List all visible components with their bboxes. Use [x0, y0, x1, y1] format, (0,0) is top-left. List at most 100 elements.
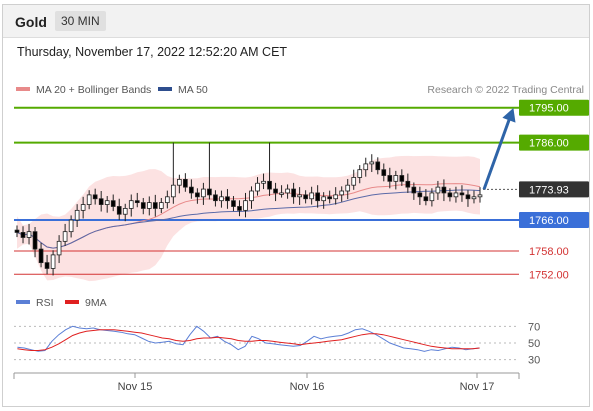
candle [459, 185, 465, 202]
candle-body [80, 204, 86, 211]
candle [110, 194, 116, 212]
candle [158, 197, 164, 214]
level-label-text: 1786.00 [529, 138, 569, 150]
candle [128, 194, 134, 217]
rsi-level-label: 70 [528, 321, 540, 333]
candle [134, 192, 140, 208]
candle-body [363, 163, 369, 171]
candle [98, 191, 104, 212]
candle-body [393, 175, 399, 182]
candle-body [267, 180, 272, 190]
candle-body [38, 248, 44, 264]
candle-body [225, 196, 230, 202]
candle [267, 142, 272, 197]
candle-body [423, 196, 429, 202]
candle [357, 165, 363, 184]
candle [249, 186, 254, 209]
candle-body [128, 200, 134, 209]
candle [68, 215, 74, 238]
timeframe-badge[interactable]: 30 MIN [55, 11, 106, 31]
ma50-legend-label: MA 50 [178, 84, 208, 96]
candle-body [177, 178, 182, 186]
candle [345, 178, 351, 200]
candle-body [399, 175, 405, 182]
x-tick-label: Nov 15 [118, 381, 153, 393]
candle-body [32, 231, 38, 250]
candle-body [116, 206, 122, 215]
candle [86, 190, 92, 210]
x-axis-ticks: Nov 15 Nov 16 Nov 17 [118, 373, 494, 393]
level-label-box [519, 181, 589, 198]
candle [405, 173, 411, 193]
candle-body [255, 182, 260, 192]
candle-body [369, 161, 375, 165]
candle [80, 196, 86, 219]
candle [201, 182, 206, 205]
candle-body [20, 232, 26, 238]
candle [213, 190, 218, 207]
candle-body [417, 192, 423, 198]
candle [32, 227, 38, 258]
candle [321, 192, 326, 209]
candle [225, 189, 230, 209]
candle-body [201, 188, 206, 198]
candle-body [98, 198, 104, 205]
candle-body [459, 192, 465, 196]
candle-body [183, 178, 188, 188]
candle-body [471, 196, 477, 200]
candle-body [146, 202, 152, 209]
candle-body [285, 188, 290, 194]
candle [171, 142, 176, 204]
rsi-legend-label: RSI [36, 297, 54, 309]
candle-body [465, 194, 471, 200]
candle-body [279, 192, 284, 195]
projection-arrow-line [482, 111, 514, 190]
candle-body [453, 192, 459, 198]
rsi-level-label: 30 [528, 355, 540, 367]
candle [243, 192, 248, 218]
candle-body [375, 161, 381, 171]
candle-body [303, 194, 308, 200]
candle-body [92, 194, 98, 200]
candle [333, 187, 339, 205]
candle-body [171, 184, 176, 198]
level-label-box [519, 212, 589, 229]
candle-body [249, 190, 254, 202]
candle-body [387, 175, 393, 182]
candle-body [405, 180, 411, 188]
candle [74, 204, 80, 228]
candle [435, 180, 441, 200]
candle-body [357, 169, 363, 178]
candle [177, 174, 182, 194]
candle [429, 188, 435, 207]
candle-body [62, 231, 68, 242]
candle-body [134, 200, 140, 204]
candle [411, 182, 417, 200]
candle-body [477, 194, 483, 198]
candle [363, 157, 369, 177]
rsi-ma-legend-swatch [65, 300, 79, 304]
candle [26, 223, 32, 245]
candle [14, 225, 20, 238]
candle [207, 142, 212, 200]
candle [285, 184, 290, 199]
bollinger-band [17, 155, 480, 282]
candle [393, 170, 399, 190]
candle-body [110, 200, 116, 207]
rsi-layer: 70 50 30 [14, 321, 540, 367]
rsi-level-label: 50 [528, 338, 540, 350]
candle-body [213, 194, 218, 202]
candle-body [351, 177, 357, 186]
candle-body [291, 188, 296, 198]
x-tick-label: Nov 16 [290, 381, 325, 393]
level-label-box [519, 134, 589, 151]
candle [423, 189, 429, 206]
candle [189, 179, 194, 199]
candle-body [447, 192, 453, 198]
candle-body [339, 190, 345, 196]
rsi-ma-legend-label: 9MA [85, 297, 107, 309]
candle [50, 250, 56, 276]
candle-body [207, 188, 212, 196]
candle-body [333, 194, 339, 200]
